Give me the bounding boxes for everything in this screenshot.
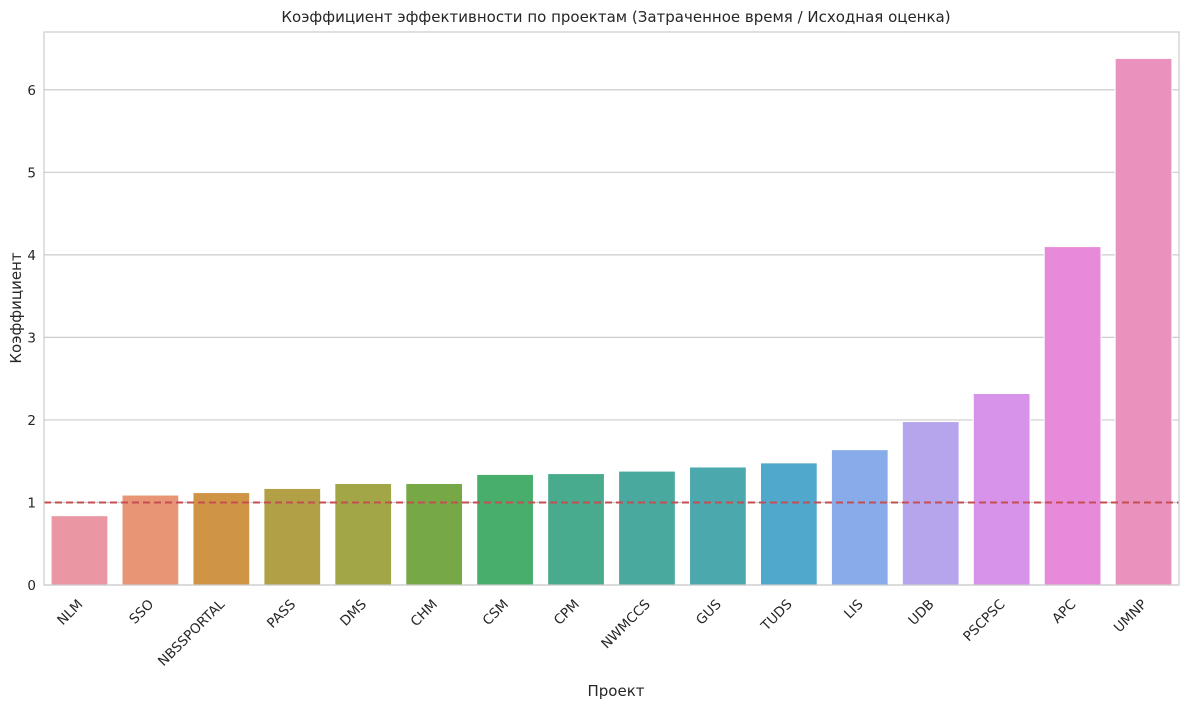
x-axis-label: Проект <box>587 682 644 700</box>
bar-nwmccs <box>619 471 676 585</box>
chart-title: Коэффициент эффективности по проектам (З… <box>281 8 950 26</box>
y-axis-label: Коэффициент <box>7 252 25 363</box>
x-tick-label: UMNP <box>1111 597 1150 636</box>
bar-gus <box>690 467 747 585</box>
y-tick-label: 6 <box>27 83 36 99</box>
bar-nbssportal <box>193 493 250 585</box>
bar-sso <box>122 495 179 585</box>
y-tick-label: 4 <box>27 248 36 264</box>
x-tick-label: APC <box>1049 597 1079 627</box>
x-tick-label: LIS <box>841 597 867 623</box>
x-tick-label: SSO <box>126 597 157 628</box>
y-tick-label: 0 <box>27 578 36 594</box>
bar-nlm <box>51 516 108 585</box>
bar-apc <box>1044 247 1101 585</box>
x-tick-label: NLM <box>54 597 86 629</box>
x-tick-label: UDB <box>905 597 937 629</box>
bar-dms <box>335 483 392 585</box>
x-tick-label: CHM <box>408 597 441 630</box>
plot-area <box>44 32 1179 585</box>
y-axis-ticks: 0 1 2 3 4 5 6 <box>27 83 36 594</box>
y-tick-label: 5 <box>27 165 36 181</box>
x-tick-label: TUDS <box>757 597 795 635</box>
x-tick-label: DMS <box>337 597 370 630</box>
x-tick-label: GUS <box>693 597 725 629</box>
bar-umnp <box>1115 58 1172 585</box>
x-tick-label: CSM <box>480 597 512 629</box>
bar-chm <box>406 483 463 585</box>
x-tick-label: PASS <box>264 597 299 632</box>
y-tick-label: 2 <box>27 413 36 429</box>
y-tick-label: 3 <box>27 330 36 346</box>
bar-tuds <box>760 463 817 585</box>
x-tick-label: PSCPSC <box>960 597 1008 645</box>
x-tick-label: NWMCCS <box>598 597 654 653</box>
y-tick-label: 1 <box>27 495 36 511</box>
bar-csm <box>477 474 534 585</box>
x-tick-label: NBSSPORTAL <box>155 596 228 669</box>
x-tick-label: CPM <box>551 597 583 629</box>
bar-cpm <box>548 474 605 585</box>
bar-pscpsc <box>973 394 1030 585</box>
bar-lis <box>831 450 888 585</box>
